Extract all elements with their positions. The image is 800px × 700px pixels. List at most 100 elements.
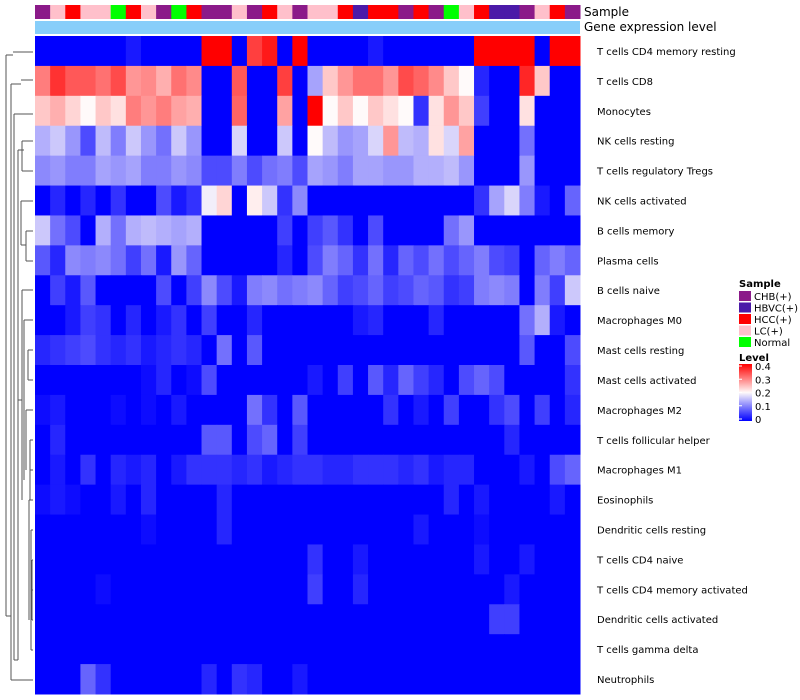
heat-cell-11-31: [504, 365, 520, 396]
heat-cell-10-7: [140, 335, 157, 366]
heat-cell-14-21: [352, 454, 369, 486]
heat-cell-16-25: [413, 514, 430, 545]
heat-cell-17-20: [337, 544, 354, 575]
heat-cell-16-3: [80, 514, 97, 545]
heat-cell-8-8: [156, 275, 172, 306]
heat-cell-7-29: [474, 245, 490, 276]
heat-cell-10-30: [489, 335, 505, 366]
heat-cell-1-20: [337, 65, 354, 97]
level-legend-title: Level: [739, 353, 769, 364]
heat-cell-16-5: [110, 514, 127, 545]
heat-cell-3-14: [246, 125, 263, 157]
heat-cell-7-35: [564, 245, 581, 276]
heat-cell-19-19: [322, 604, 339, 635]
heat-cell-3-33: [534, 125, 551, 157]
heat-cell-12-7: [140, 394, 157, 426]
heat-cell-17-31: [504, 544, 520, 575]
sample-cell-35: [564, 5, 581, 19]
heat-cell-3-10: [186, 125, 203, 157]
heat-cell-5-1: [50, 185, 66, 216]
row-label-0: T cells CD4 memory resting: [596, 47, 736, 58]
row-label-21: Neutrophils: [597, 675, 654, 686]
heat-cell-8-16: [277, 275, 293, 306]
heat-cell-1-11: [201, 65, 218, 97]
sample-cell-17: [292, 5, 308, 19]
heat-cell-4-21: [352, 155, 369, 187]
heat-cell-10-15: [262, 335, 278, 366]
heat-cell-4-19: [322, 155, 339, 187]
sample-cell-19: [322, 5, 339, 19]
heat-cell-13-10: [186, 424, 203, 456]
heat-cell-14-1: [50, 454, 66, 486]
heat-cell-6-32: [519, 215, 536, 246]
heat-cell-6-13: [231, 215, 248, 246]
heat-cell-14-7: [140, 454, 157, 486]
heat-cell-1-7: [140, 65, 157, 97]
sample-annotation-track: [35, 5, 581, 19]
heat-cell-7-3: [80, 245, 97, 276]
sample-legend-swatch-2: [739, 314, 751, 324]
heat-cell-9-5: [110, 305, 127, 336]
heat-cell-10-32: [519, 335, 536, 366]
heat-cell-2-29: [474, 95, 490, 127]
heat-cell-3-23: [383, 125, 399, 157]
heat-cell-12-19: [322, 394, 339, 426]
heat-cell-16-1: [50, 514, 66, 545]
heat-cell-3-5: [110, 125, 127, 157]
heat-cell-11-28: [458, 365, 475, 396]
heat-cell-19-3: [80, 604, 97, 635]
heat-cell-9-18: [307, 305, 324, 336]
heat-cell-6-12: [216, 215, 233, 246]
heat-cell-3-25: [413, 125, 430, 157]
heat-cell-20-32: [519, 634, 536, 665]
heat-cell-21-0: [35, 664, 51, 695]
heat-cell-8-28: [458, 275, 475, 306]
heat-cell-16-34: [549, 514, 566, 545]
heat-cell-0-9: [171, 36, 187, 67]
heat-cell-12-22: [368, 394, 384, 426]
heat-cell-13-11: [201, 424, 218, 456]
heat-cell-14-22: [368, 454, 384, 486]
heat-cell-21-32: [519, 664, 536, 695]
heat-cell-18-23: [383, 574, 399, 605]
heat-cell-12-11: [201, 394, 218, 426]
heat-cell-0-26: [428, 36, 445, 67]
heat-cell-0-32: [519, 36, 536, 67]
heat-cell-18-19: [322, 574, 339, 605]
heat-cell-16-11: [201, 514, 218, 545]
heat-cell-12-4: [95, 394, 112, 426]
row-labels: T cells CD4 memory resting T cells CD8 Mon…: [596, 47, 748, 686]
heat-cell-3-30: [489, 125, 505, 157]
heat-cell-15-28: [458, 484, 475, 516]
heat-cell-11-6: [125, 365, 142, 396]
heat-cell-14-30: [489, 454, 505, 486]
heat-cell-7-14: [246, 245, 263, 276]
heat-cell-1-24: [398, 65, 414, 97]
heat-cell-18-16: [277, 574, 293, 605]
heat-cell-13-27: [443, 424, 460, 456]
heat-cell-11-0: [35, 365, 51, 396]
heat-cell-8-1: [50, 275, 66, 306]
heat-cell-8-22: [368, 275, 384, 306]
heat-cell-10-2: [65, 335, 81, 366]
heat-cell-0-7: [140, 36, 157, 67]
heat-cell-19-7: [140, 604, 157, 635]
heat-cell-19-22: [368, 604, 384, 635]
heat-cell-4-12: [216, 155, 233, 187]
heat-cell-17-9: [171, 544, 187, 575]
heat-cell-17-10: [186, 544, 203, 575]
heat-cell-8-18: [307, 275, 324, 306]
heat-cell-0-8: [156, 36, 172, 67]
row-label-2: Monocytes: [597, 107, 651, 118]
heat-cell-16-0: [35, 514, 51, 545]
heat-cell-20-17: [292, 634, 308, 665]
heat-cell-19-15: [262, 604, 278, 635]
heat-cell-7-7: [140, 245, 157, 276]
heat-cell-15-2: [65, 484, 81, 516]
heat-cell-19-27: [443, 604, 460, 635]
heat-cell-2-16: [277, 95, 293, 127]
heat-cell-8-3: [80, 275, 97, 306]
heat-cell-16-26: [428, 514, 445, 545]
heat-cell-5-14: [246, 185, 263, 216]
